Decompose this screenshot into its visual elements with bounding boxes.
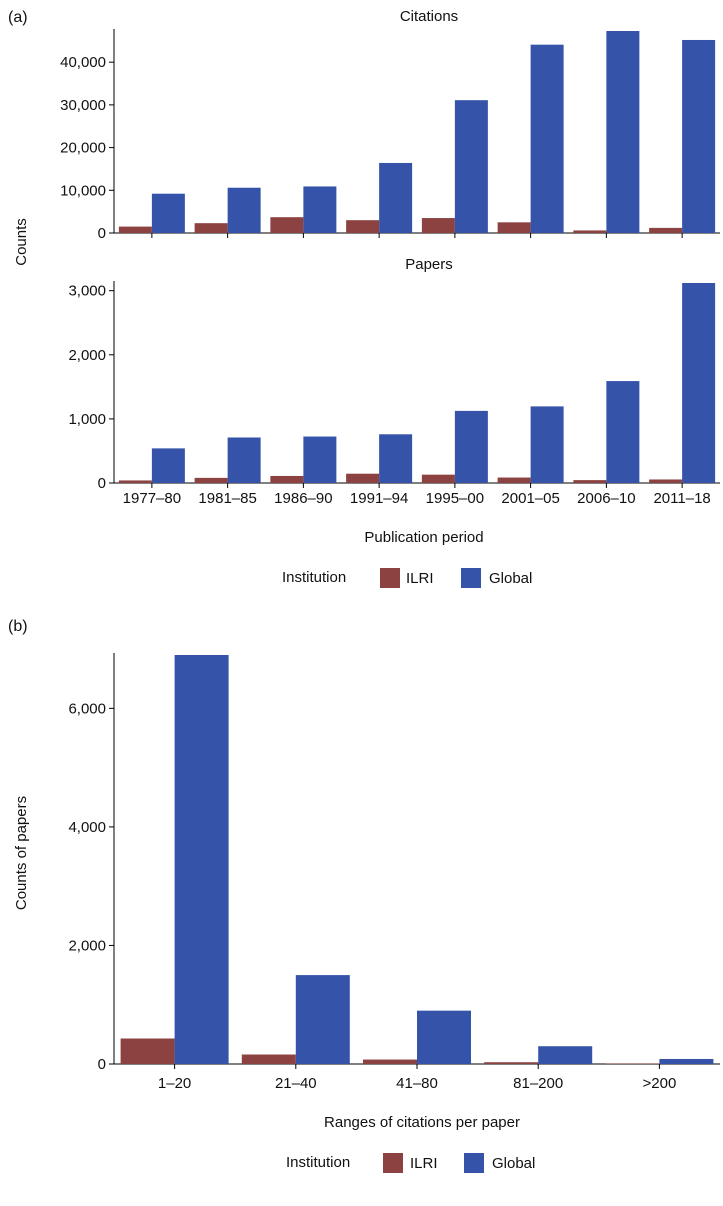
y-tick-label: 1,000 bbox=[68, 411, 106, 428]
x-tick-label: 2011–18 bbox=[653, 490, 710, 507]
panel-a-xlabel: Publication period bbox=[364, 529, 483, 546]
x-tick-label: 1–20 bbox=[158, 1075, 191, 1092]
bar-ilri bbox=[120, 1038, 175, 1064]
y-tick-label: 2,000 bbox=[68, 347, 106, 364]
bar-ilri bbox=[497, 477, 531, 483]
legend-title: Institution bbox=[286, 1154, 350, 1171]
bar-global bbox=[227, 437, 261, 483]
bar-global bbox=[227, 187, 261, 233]
citations-title: Citations bbox=[400, 8, 458, 25]
bar-global bbox=[454, 100, 488, 233]
bar-ilri bbox=[194, 477, 228, 483]
x-tick-label: 81–200 bbox=[513, 1075, 563, 1092]
y-tick-label: 10,000 bbox=[60, 182, 106, 199]
bar-global bbox=[379, 434, 413, 483]
y-tick-label: 4,000 bbox=[68, 819, 106, 836]
y-tick-label: 40,000 bbox=[60, 54, 106, 71]
papers-chart: 0 1,000 2,000 3,000 1977–80 1981–85 1986–90 199… bbox=[68, 281, 720, 507]
legend-label-global: Global bbox=[489, 570, 532, 587]
bar-ilri bbox=[484, 1062, 539, 1064]
bar-ilri bbox=[241, 1054, 296, 1064]
y-tick-label: 2,000 bbox=[68, 937, 106, 954]
bar-ilri bbox=[421, 474, 455, 483]
bar-global bbox=[682, 283, 716, 483]
papers-title: Papers bbox=[405, 256, 453, 273]
bar-ilri bbox=[346, 473, 380, 483]
legend-a: Institution ILRI Global bbox=[282, 568, 532, 588]
x-tick-label: 1981–85 bbox=[198, 490, 256, 507]
x-tick-label: 1991–94 bbox=[350, 490, 408, 507]
bar-ilri bbox=[270, 475, 304, 483]
bar-global bbox=[151, 193, 185, 233]
citation-ranges-chart: 0 2,000 4,000 6,000 1–20 21–40 41–80 81–200 >200 bbox=[68, 653, 720, 1092]
bar-ilri bbox=[649, 479, 683, 483]
panel-a-label: (a) bbox=[8, 9, 28, 26]
bar-global bbox=[379, 162, 413, 233]
bar-ilri bbox=[270, 217, 304, 233]
bar-global bbox=[530, 406, 564, 483]
bar-global bbox=[295, 975, 350, 1064]
bar-global bbox=[303, 436, 337, 483]
y-tick-label: 3,000 bbox=[68, 283, 106, 300]
bar-global bbox=[303, 186, 337, 233]
bar-global bbox=[606, 31, 640, 233]
x-tick-label: 2006–10 bbox=[577, 490, 635, 507]
bar-ilri bbox=[497, 222, 531, 233]
bar-ilri bbox=[605, 1063, 660, 1064]
legend-b: Institution ILRI Global bbox=[286, 1153, 535, 1173]
y-tick-label: 20,000 bbox=[60, 140, 106, 157]
bar-global bbox=[538, 1046, 593, 1064]
legend-label-ilri: ILRI bbox=[410, 1155, 438, 1172]
legend-title: Institution bbox=[282, 569, 346, 586]
bar-ilri bbox=[649, 227, 683, 233]
bar-ilri bbox=[421, 218, 455, 233]
bar-global bbox=[606, 381, 640, 483]
legend-label-global: Global bbox=[492, 1155, 535, 1172]
bar-ilri bbox=[118, 480, 152, 483]
legend-swatch-ilri bbox=[383, 1153, 403, 1173]
bar-global bbox=[174, 655, 229, 1064]
panel-b-ylabel: Counts of papers bbox=[13, 796, 30, 910]
bar-global bbox=[530, 44, 564, 234]
bar-ilri bbox=[118, 226, 152, 233]
x-tick-label: 2001–05 bbox=[501, 490, 559, 507]
x-tick-label: 1977–80 bbox=[123, 490, 181, 507]
legend-label-ilri: ILRI bbox=[406, 570, 434, 587]
bar-ilri bbox=[346, 220, 380, 233]
x-tick-label: 1986–90 bbox=[274, 490, 332, 507]
x-tick-label: 41–80 bbox=[396, 1075, 438, 1092]
bar-global bbox=[659, 1058, 714, 1064]
bar-ilri bbox=[573, 480, 607, 483]
bar-ilri bbox=[363, 1059, 417, 1064]
legend-swatch-global bbox=[461, 568, 481, 588]
legend-swatch-global bbox=[464, 1153, 484, 1173]
y-tick-label: 6,000 bbox=[68, 700, 106, 717]
x-tick-label: 1995–00 bbox=[426, 490, 484, 507]
x-tick-label: >200 bbox=[643, 1075, 677, 1092]
panel-a-ylabel: Counts bbox=[13, 218, 30, 266]
y-tick-label: 30,000 bbox=[60, 97, 106, 114]
y-tick-label: 0 bbox=[98, 475, 106, 492]
legend-swatch-ilri bbox=[380, 568, 400, 588]
y-tick-label: 0 bbox=[98, 1056, 106, 1073]
bar-global bbox=[454, 410, 488, 483]
bar-ilri bbox=[573, 230, 607, 233]
bar-global bbox=[151, 448, 185, 483]
bar-global bbox=[417, 1010, 471, 1064]
panel-b-xlabel: Ranges of citations per paper bbox=[324, 1114, 520, 1131]
x-tick-label: 21–40 bbox=[275, 1075, 317, 1092]
y-tick-label: 0 bbox=[98, 225, 106, 242]
bar-ilri bbox=[194, 223, 228, 233]
bar-global bbox=[682, 39, 716, 233]
panel-b-label: (b) bbox=[8, 618, 28, 635]
citations-chart: 0 10,000 20,000 30,000 40,000 bbox=[60, 29, 720, 242]
